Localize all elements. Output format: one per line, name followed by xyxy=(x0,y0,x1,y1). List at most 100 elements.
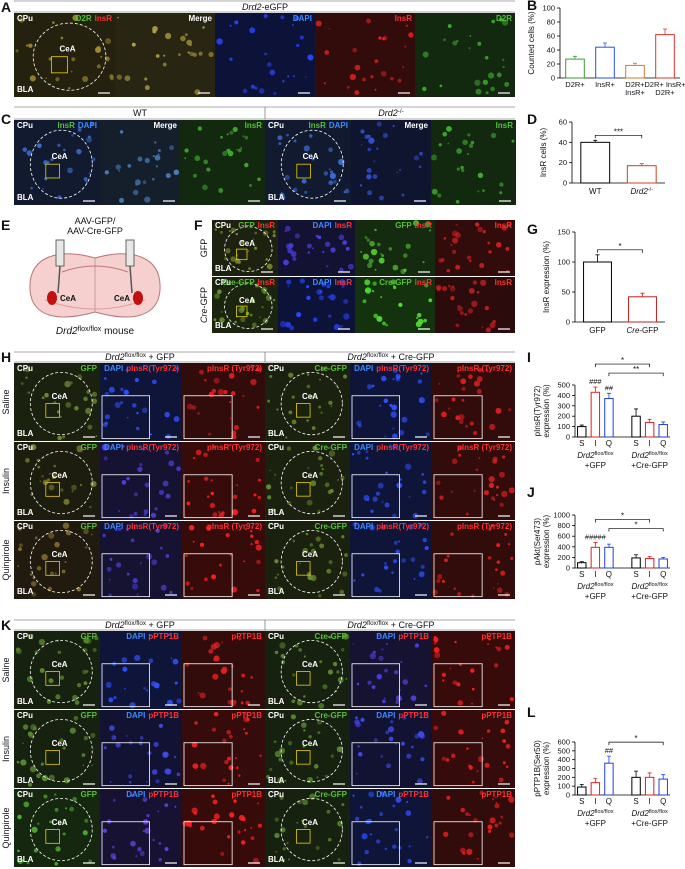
cell xyxy=(298,647,303,652)
text-part: Drd2 xyxy=(105,620,125,630)
cell xyxy=(367,384,373,390)
cell xyxy=(126,734,128,737)
channel-name: InsR xyxy=(309,121,327,130)
cell xyxy=(508,223,512,227)
channel-name: Cre-GFP xyxy=(315,364,348,373)
cell xyxy=(384,435,387,438)
cell xyxy=(83,736,89,741)
cell xyxy=(302,547,309,554)
cell xyxy=(254,231,258,235)
channel-name: GFP xyxy=(81,790,98,799)
region-label: BLA xyxy=(17,508,34,517)
cell xyxy=(184,33,188,37)
cell xyxy=(370,248,378,256)
cell xyxy=(498,777,504,783)
cell xyxy=(372,496,378,502)
micrograph-glow xyxy=(265,120,351,205)
cell xyxy=(455,232,461,239)
channel-name: DAPI xyxy=(354,364,373,373)
x-tick-label: WT xyxy=(589,187,602,196)
cell xyxy=(109,557,113,561)
cell xyxy=(192,456,196,460)
cell xyxy=(417,379,423,384)
cell xyxy=(366,18,371,24)
inset xyxy=(433,821,483,866)
inset xyxy=(101,663,150,708)
cell xyxy=(296,43,300,48)
region-label: BLA xyxy=(268,776,285,785)
x-tick-label: D2R+ InsR+ xyxy=(644,80,685,89)
cell xyxy=(402,65,405,68)
cell xyxy=(306,499,313,506)
cell xyxy=(53,464,57,468)
cell xyxy=(492,498,496,501)
cell xyxy=(468,814,471,816)
channel-label: DAPI pInsR(Tyr972) xyxy=(354,443,429,452)
micrograph-glow xyxy=(180,120,265,205)
region-label: CPu xyxy=(215,221,231,230)
cell xyxy=(108,697,114,703)
cell xyxy=(304,190,308,194)
cell xyxy=(476,376,483,382)
cea-outline xyxy=(224,283,273,329)
cell xyxy=(46,478,51,482)
cell xyxy=(102,828,108,833)
cell xyxy=(17,565,20,567)
cell xyxy=(425,432,430,437)
cell xyxy=(140,736,144,740)
cell xyxy=(495,493,499,497)
channel-label: DAPI pPTP1B xyxy=(376,711,429,720)
cell xyxy=(86,136,92,143)
cell xyxy=(406,753,412,759)
cell xyxy=(145,781,148,783)
channel-name: pPTP1B xyxy=(481,790,512,799)
cell xyxy=(480,279,487,286)
cell xyxy=(202,635,208,641)
error-bar xyxy=(661,557,666,559)
cell xyxy=(173,416,180,422)
cell xyxy=(199,825,205,831)
x-tick-label: Q xyxy=(606,797,612,806)
micrograph-glow xyxy=(350,363,432,441)
cell xyxy=(262,318,269,324)
cell xyxy=(218,188,224,193)
cell xyxy=(17,849,20,853)
cell xyxy=(399,304,402,306)
cell xyxy=(367,190,373,196)
y-tick-label: 100 xyxy=(557,258,570,267)
cell xyxy=(325,264,329,268)
cell xyxy=(226,148,231,154)
text-part: -eGFP xyxy=(262,2,289,12)
cell xyxy=(292,256,297,262)
roi-box xyxy=(45,671,60,686)
cell xyxy=(455,323,460,328)
micrograph xyxy=(415,13,515,97)
inset xyxy=(183,474,233,519)
cell xyxy=(54,861,59,866)
cell xyxy=(149,433,152,436)
significance-label: ## xyxy=(605,383,614,392)
y-tick-label: 600 xyxy=(557,532,570,541)
region-label: CPu xyxy=(268,522,284,531)
bar xyxy=(604,762,614,796)
cell xyxy=(498,821,502,825)
significance-label: ### xyxy=(589,377,602,386)
micrograph xyxy=(182,442,265,520)
cell xyxy=(231,509,239,516)
cell xyxy=(357,861,362,867)
cell xyxy=(29,573,33,577)
cell xyxy=(209,502,215,509)
cell xyxy=(254,539,260,545)
cell xyxy=(253,246,258,250)
cell xyxy=(280,195,286,200)
region-label: CPu xyxy=(17,14,33,23)
cell xyxy=(443,38,446,42)
region-label: CPu xyxy=(268,632,284,641)
cell xyxy=(376,315,383,322)
cea-outline xyxy=(29,371,93,436)
region-label: BLA xyxy=(17,776,34,785)
cell xyxy=(380,296,383,299)
cell xyxy=(384,562,388,566)
channel-label: DAPI InsR xyxy=(313,221,353,230)
cell xyxy=(234,700,237,703)
